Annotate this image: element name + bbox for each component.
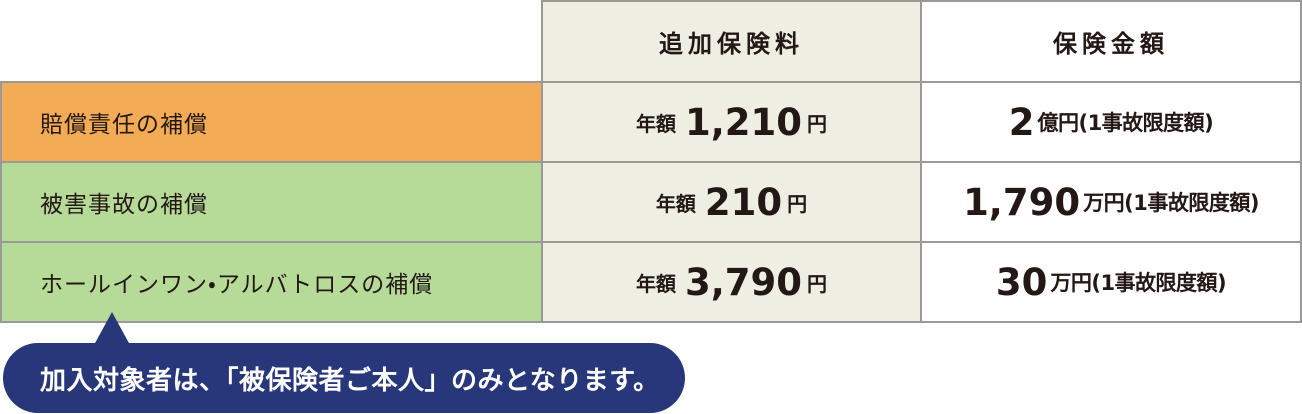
amount-value: 1,790 — [963, 180, 1081, 224]
table-row-hole-in-one: ホールインワン・アルバトロスの補償 年額 3,790 円 30 万円(1事故限度… — [0, 241, 1302, 323]
callout-text: 加入対象者は、「被保険者ご本人」のみとなります。 — [40, 365, 660, 396]
table-row-liability: 賠償責任の補償 年額 1,210 円 2 億円(1事故限度額) — [0, 81, 1302, 161]
premium-suffix: 円 — [807, 111, 828, 136]
row-label: 被害事故の補償 — [40, 192, 208, 218]
premium-cell: 年額 3,790 円 — [541, 241, 920, 323]
header-premium-label: 追加保険料 — [659, 30, 804, 58]
row-label-cell: ホールインワン・アルバトロスの補償 — [0, 241, 541, 323]
table-header-row: 追加保険料 保険金額 — [0, 0, 1302, 81]
amount-note: 億円(1事故限度額) — [1037, 111, 1214, 135]
premium-prefix: 年額 — [655, 191, 696, 216]
premium-value: 210 — [704, 180, 783, 224]
premium-suffix: 円 — [807, 271, 828, 296]
callout-bubble: 加入対象者は、「被保険者ご本人」のみとなります。 — [3, 343, 685, 413]
header-insurance-amount: 保険金額 — [920, 0, 1302, 81]
premium-cell: 年額 210 円 — [541, 161, 920, 241]
header-additional-premium: 追加保険料 — [541, 0, 920, 81]
amount-cell: 1,790 万円(1事故限度額) — [920, 161, 1302, 241]
row-label: 賠償責任の補償 — [40, 112, 208, 138]
coverage-table: 追加保険料 保険金額 賠償責任の補償 年額 1,210 円 2 億円(1事故限度… — [0, 0, 1302, 323]
amount-cell: 2 億円(1事故限度額) — [920, 81, 1302, 161]
row-label: ホールインワン・アルバトロスの補償 — [40, 272, 434, 298]
table-row-victim-accident: 被害事故の補償 年額 210 円 1,790 万円(1事故限度額) — [0, 161, 1302, 241]
premium-value: 1,210 — [684, 100, 803, 144]
premium-suffix: 円 — [787, 191, 808, 216]
amount-cell: 30 万円(1事故限度額) — [920, 241, 1302, 323]
premium-prefix: 年額 — [635, 271, 676, 296]
premium-prefix: 年額 — [635, 111, 676, 136]
premium-cell: 年額 1,210 円 — [541, 81, 920, 161]
row-label-cell: 被害事故の補償 — [0, 161, 541, 241]
amount-value: 30 — [995, 260, 1048, 304]
amount-note: 万円(1事故限度額) — [1050, 271, 1227, 295]
amount-value: 2 — [1008, 100, 1035, 144]
callout-tail-triangle — [94, 312, 130, 345]
amount-note: 万円(1事故限度額) — [1083, 191, 1259, 215]
header-amount-label: 保険金額 — [1053, 30, 1169, 58]
row-label-cell: 賠償責任の補償 — [0, 81, 541, 161]
header-corner-cell — [0, 0, 541, 81]
premium-value: 3,790 — [684, 260, 803, 304]
